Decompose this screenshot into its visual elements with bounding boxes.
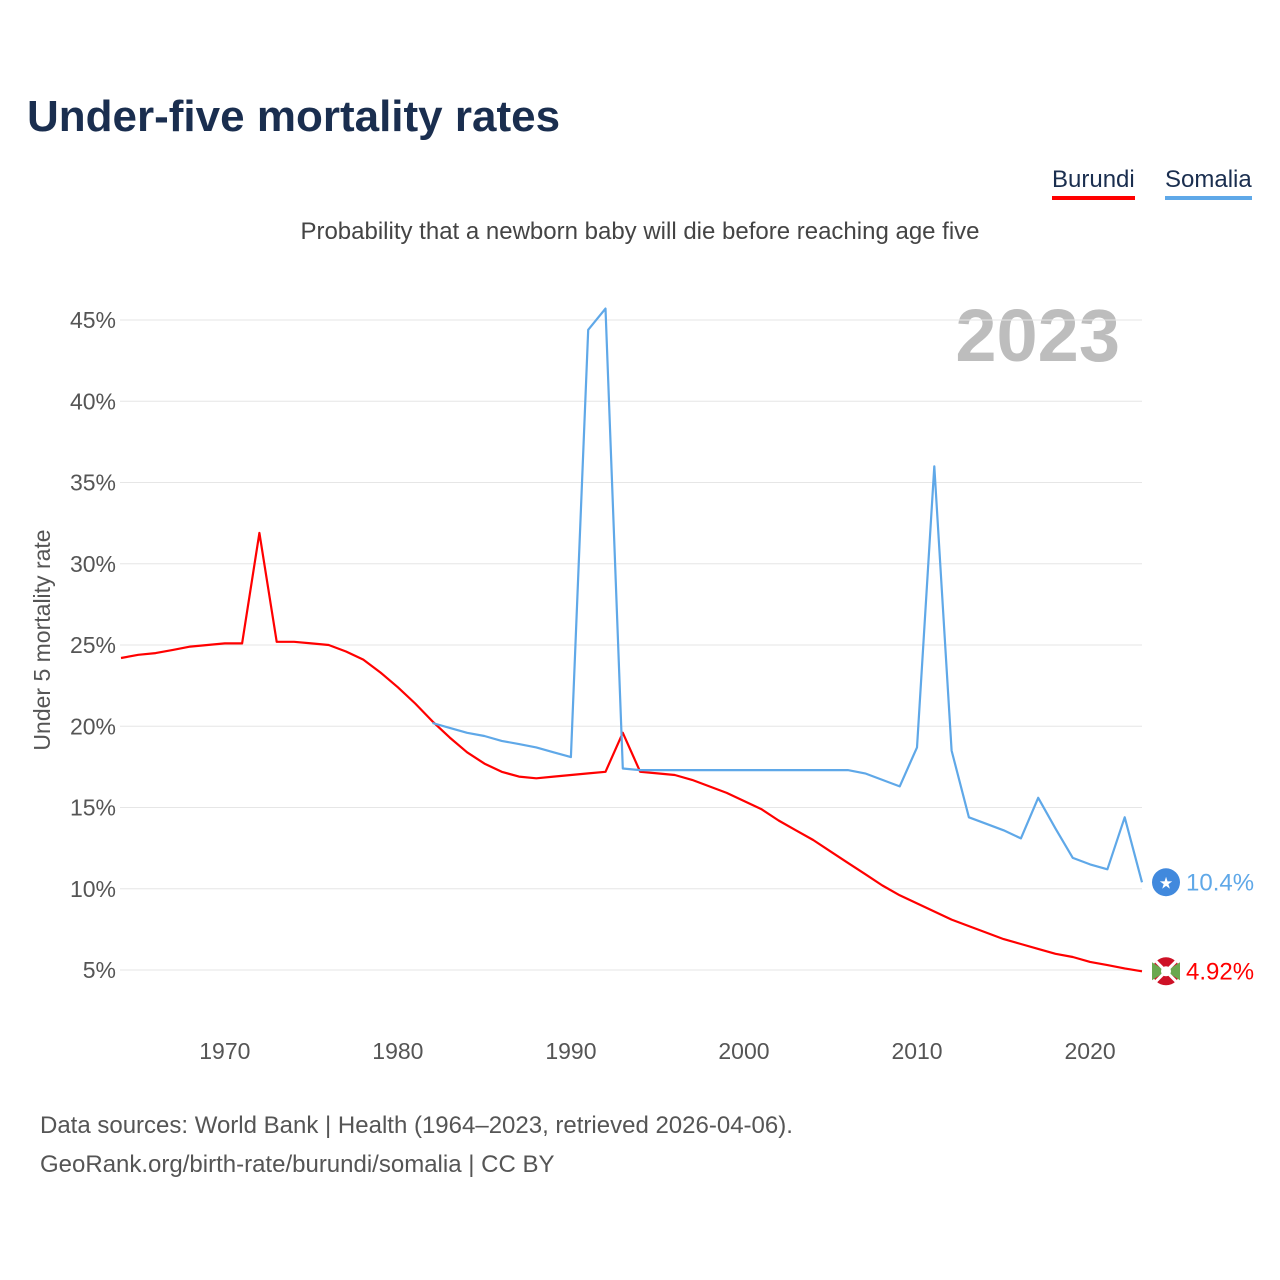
x-tick-label: 2010 — [891, 1038, 942, 1064]
footer-link[interactable]: GeoRank.org/birth-rate/burundi/somalia |… — [40, 1151, 555, 1178]
end-label-somalia: 10.4% — [1186, 869, 1254, 896]
y-tick-label: 35% — [70, 470, 116, 496]
y-tick-label: 40% — [70, 388, 116, 414]
y-tick-label: 45% — [70, 307, 116, 333]
footer: Data sources: World Bank | Health (1964–… — [40, 1106, 793, 1184]
y-tick-label: 5% — [83, 957, 116, 983]
y-axis-label: Under 5 mortality rate — [29, 529, 55, 750]
series-line-burundi — [120, 531, 1143, 973]
somalia-flag-icon — [1152, 868, 1180, 897]
end-label-burundi: 4.92% — [1186, 958, 1254, 985]
year-watermark: 2023 — [955, 294, 1120, 377]
x-tick-label: 1970 — [199, 1038, 250, 1064]
legend-somalia[interactable]: Somalia — [1165, 166, 1252, 200]
x-tick-label: 1990 — [545, 1038, 596, 1064]
x-tick-label: 2000 — [718, 1038, 769, 1064]
y-tick-label: 25% — [70, 632, 116, 658]
chart-title: Under-five mortality rates — [27, 92, 561, 141]
y-tick-label: 30% — [70, 551, 116, 577]
burundi-flag-icon — [1152, 957, 1180, 986]
footer-source: Data sources: World Bank | Health (1964–… — [40, 1112, 793, 1139]
y-tick-label: 20% — [70, 713, 116, 739]
star-icon: ★ — [1159, 875, 1173, 892]
x-tick-label: 2020 — [1064, 1038, 1115, 1064]
chart-subtitle: Probability that a newborn baby will die… — [300, 218, 980, 245]
series-line-somalia — [432, 307, 1144, 883]
x-tick-label: 1980 — [372, 1038, 423, 1064]
legend-burundi[interactable]: Burundi — [1052, 166, 1135, 200]
y-tick-label: 10% — [70, 876, 116, 902]
y-tick-label: 15% — [70, 795, 116, 821]
